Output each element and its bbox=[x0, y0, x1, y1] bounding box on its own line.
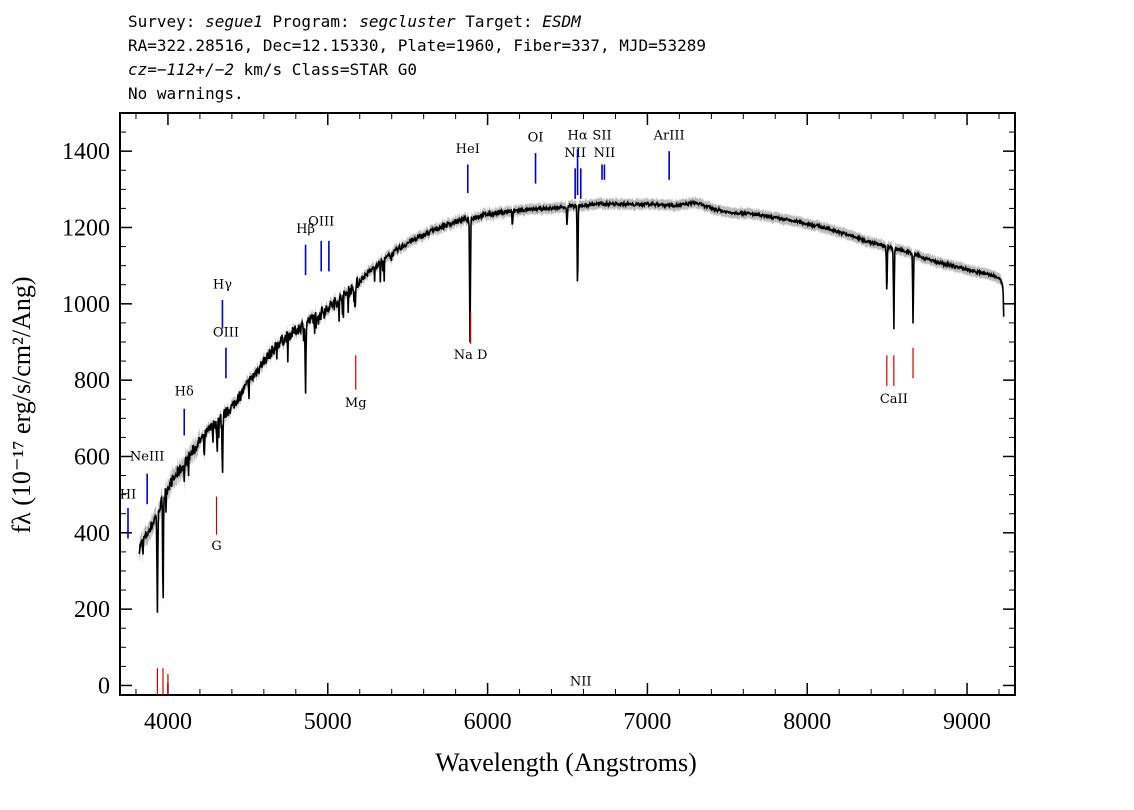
emission-line-label: ArIII bbox=[653, 129, 685, 144]
plot-frame bbox=[119, 112, 1016, 696]
header-line-4: No warnings. bbox=[128, 84, 244, 103]
plot-area: 4000 5000 6000 7000 8000 9000 0 200 400 600 800 100… bbox=[62, 112, 1016, 735]
y-tick-label: 200 bbox=[74, 597, 110, 623]
y-tick-label: 0 bbox=[98, 673, 110, 699]
emission-line-label: NeIII bbox=[130, 449, 164, 464]
header-line-2: RA=322.28516, Dec=12.15330, Plate=1960, … bbox=[128, 36, 706, 55]
absorption-line-label: CaII bbox=[880, 392, 908, 407]
emission-line-label: OI bbox=[528, 131, 544, 146]
emission-line-label: Hα bbox=[568, 129, 588, 144]
spectrum-line bbox=[138, 199, 1005, 613]
absorption-line-label: Na D bbox=[454, 348, 488, 363]
absorption-line-label: G bbox=[211, 539, 221, 554]
header-line-1: Survey: segue1 Program: segcluster Targe… bbox=[128, 12, 581, 31]
y-tick-label: 400 bbox=[74, 521, 110, 547]
x-tick-label: 6000 bbox=[464, 709, 512, 735]
emission-line-label: NII bbox=[564, 146, 586, 161]
y-tick-label: 1400 bbox=[62, 139, 110, 165]
y-tick-label: 1000 bbox=[62, 292, 110, 318]
spectrum-header: Survey: segue1 Program: segcluster Targe… bbox=[128, 10, 706, 106]
y-tick-label: 600 bbox=[74, 444, 110, 470]
emission-line-label: Hβ bbox=[296, 222, 315, 237]
x-tick-label: 7000 bbox=[623, 709, 671, 735]
emission-line-label: OIII bbox=[308, 215, 334, 230]
x-axis-title: Wavelength (Angstroms) bbox=[435, 748, 696, 777]
emission-line-label: NII bbox=[594, 146, 616, 161]
y-tick-label: 800 bbox=[74, 368, 110, 394]
emission-line-label: HeI bbox=[456, 142, 480, 157]
x-tick-label: 5000 bbox=[304, 709, 352, 735]
x-tick-label: 9000 bbox=[943, 709, 991, 735]
x-tick-label: 4000 bbox=[144, 709, 192, 735]
emission-line-label: NII bbox=[570, 674, 592, 689]
emission-line-label: Hδ bbox=[175, 384, 194, 399]
absorption-line-label: Mg bbox=[345, 396, 367, 411]
error-band bbox=[139, 196, 1004, 623]
y-axis-title: fλ (10⁻¹⁷ erg/s/cm²/Ang) bbox=[7, 276, 36, 533]
y-tick-label: 1200 bbox=[62, 215, 110, 241]
emission-line-label: Hγ bbox=[213, 278, 232, 293]
emission-line-label: OIII bbox=[213, 325, 239, 340]
emission-line-label: HI bbox=[120, 487, 136, 502]
emission-line-label: SII bbox=[592, 129, 611, 144]
x-tick-label: 8000 bbox=[783, 709, 831, 735]
header-line-3: cz=−112+/−2 km/s Class=STAR G0 bbox=[128, 60, 417, 79]
